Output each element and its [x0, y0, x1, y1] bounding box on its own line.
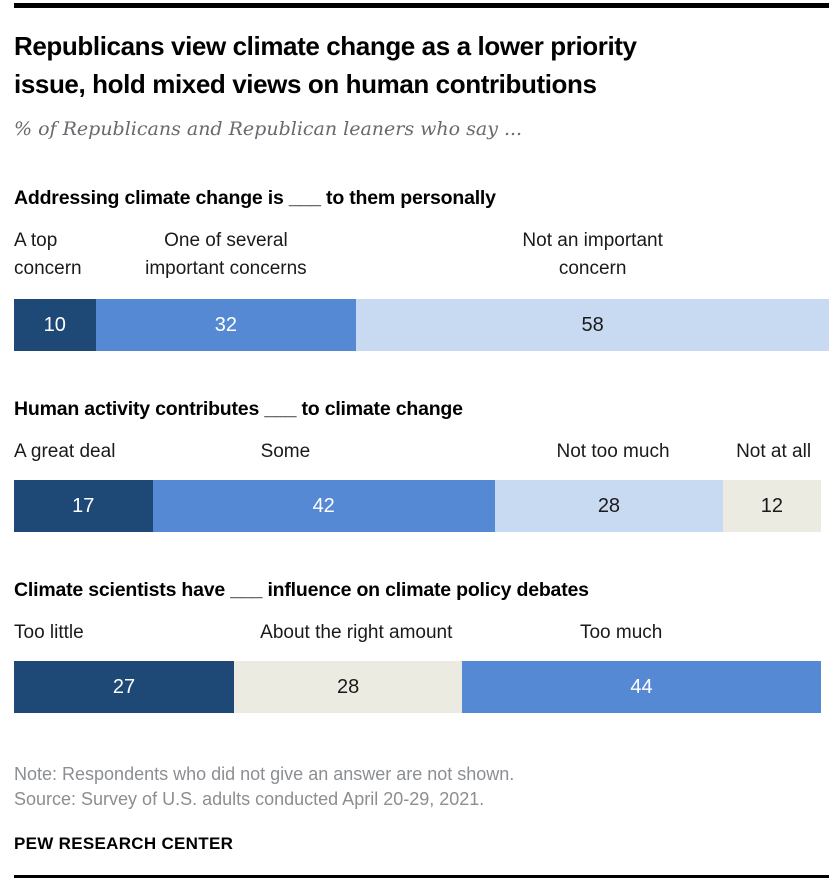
bar-value-label: 12 — [760, 494, 784, 517]
category-labels-row: A great deal Some Not too much Not at all — [14, 438, 829, 465]
bar-value-label: 32 — [214, 313, 238, 336]
charts-container: Addressing climate change is ___ to them… — [14, 187, 829, 713]
category-label: Too little — [14, 622, 84, 643]
chart-section-0: Addressing climate change is ___ to them… — [14, 187, 829, 351]
category-label: Too much — [579, 622, 663, 643]
chart-section-1: Human activity contributes ___ to climat… — [14, 398, 829, 532]
bar-value-label: 28 — [597, 494, 621, 517]
chart-title: Human activity contributes ___ to climat… — [14, 398, 463, 420]
category-label: Not at all — [736, 441, 812, 462]
bar-value-label: 27 — [112, 675, 136, 698]
stacked-bar: 10 32 58 — [14, 299, 829, 351]
footer-brand: PEW RESEARCH CENTER — [14, 834, 234, 853]
stacked-bar: 17 42 28 12 — [14, 480, 829, 532]
category-label: Not an important concern — [522, 230, 663, 279]
page-title-line1: Republicans view climate change as a low… — [14, 31, 637, 61]
bar-segment: 27 — [14, 661, 235, 713]
bar-value-label: 42 — [312, 494, 335, 517]
note-text: Note: Respondents who did not give an an… — [14, 764, 515, 784]
page-title: Republicans view climate change as a low… — [14, 27, 829, 103]
chart-title: Addressing climate change is ___ to them… — [14, 187, 496, 209]
page-subtitle: % of Republicans and Republican leaners … — [14, 118, 523, 140]
bar-segment: 17 — [14, 480, 153, 532]
bar-segment: 42 — [152, 480, 495, 532]
chart-section-2: Climate scientists have ___ influence on… — [14, 579, 829, 713]
category-label: One of several important concerns — [145, 230, 307, 279]
bar-segment: 12 — [723, 480, 821, 532]
category-label: About the right amount — [260, 622, 453, 643]
category-label: A great deal — [14, 441, 116, 462]
category-labels-row: Too little About the right amount Too much — [14, 619, 829, 646]
bar-value-label: 17 — [72, 494, 95, 517]
source-text: Source: Survey of U.S. adults conducted … — [14, 789, 485, 809]
bottom-rule — [14, 875, 829, 878]
category-label: Some — [260, 441, 311, 462]
bar-value-label: 58 — [581, 313, 604, 336]
top-rule — [14, 3, 829, 8]
chart-title: Climate scientists have ___ influence on… — [14, 579, 589, 601]
bar-segment: 10 — [14, 299, 96, 351]
bar-segment: 28 — [494, 480, 724, 532]
stacked-bar: 27 28 44 — [14, 661, 829, 713]
category-label: A top concern — [14, 230, 82, 279]
page-title-line2: issue, hold mixed views on human contrib… — [14, 69, 597, 99]
category-label: Not too much — [556, 441, 670, 462]
bar-value-label: 28 — [337, 675, 360, 698]
category-labels-row: A top concern One of several important co… — [14, 227, 829, 284]
bar-value-label: 10 — [43, 313, 66, 336]
bar-segment: 58 — [356, 299, 829, 351]
bar-segment: 28 — [234, 661, 463, 713]
bar-segment: 44 — [462, 661, 821, 713]
bar-segment: 32 — [95, 299, 357, 351]
bar-value-label: 44 — [630, 675, 653, 698]
